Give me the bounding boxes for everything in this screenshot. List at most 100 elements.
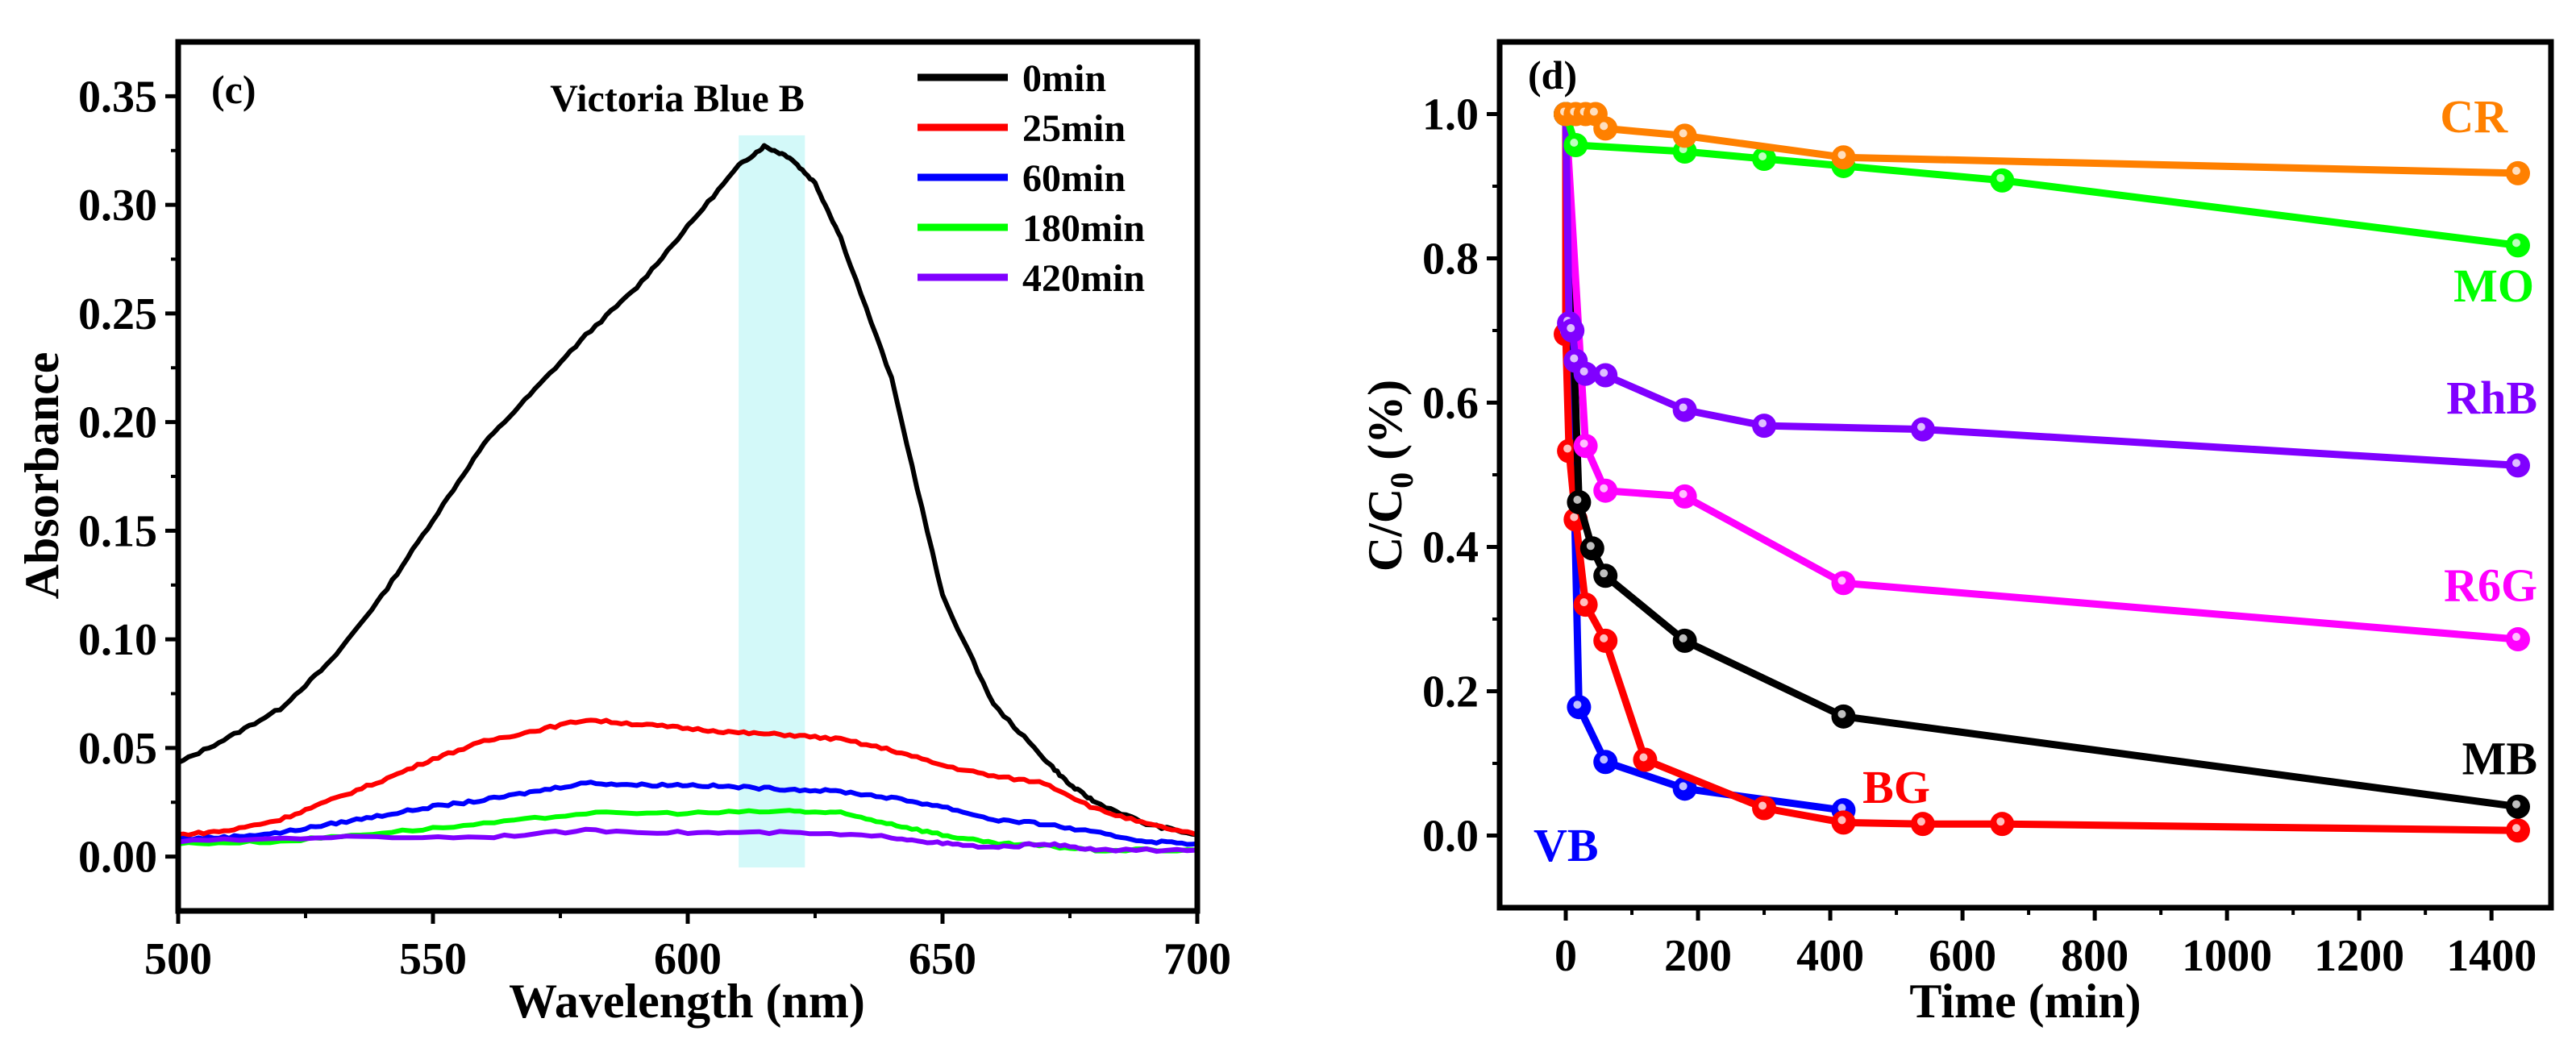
x-tick-label: 600	[1929, 931, 1996, 981]
series-line-VB	[1562, 114, 1845, 814]
panel-c-title: Victoria Blue B	[550, 77, 805, 120]
data-point-highlight	[1600, 484, 1608, 493]
data-point-highlight	[1586, 542, 1595, 551]
ylabel-sub: 0	[1384, 472, 1420, 489]
x-tick-label: 400	[1796, 931, 1864, 981]
data-point-highlight	[2511, 166, 2520, 175]
data-point-highlight	[1837, 709, 1846, 718]
series-label-R6G: R6G	[2444, 559, 2537, 612]
data-point-highlight	[2511, 239, 2520, 247]
legend-label-180min: 180min	[1022, 207, 1145, 250]
series-line-MO	[1562, 113, 2519, 249]
x-tick-label: 600	[654, 934, 722, 984]
panel-c-ylabel: Absorbance	[15, 352, 69, 600]
data-point-highlight	[1639, 753, 1648, 762]
y-tick-label: 0.35	[78, 72, 157, 122]
data-point-highlight	[1563, 444, 1572, 453]
data-point-highlight	[1758, 152, 1767, 160]
x-tick-label: 0	[1554, 931, 1577, 981]
highlight-band	[739, 135, 805, 868]
data-point-highlight	[1570, 354, 1579, 363]
data-point-highlight	[1600, 569, 1608, 578]
x-tick-label: 200	[1664, 931, 1732, 981]
legend-label-420min: 420min	[1022, 257, 1145, 300]
data-point-highlight	[1837, 816, 1846, 825]
series-label-MB: MB	[2462, 732, 2537, 784]
data-point-highlight	[1570, 513, 1579, 522]
x-tick-label: 800	[2061, 931, 2129, 981]
data-point-highlight	[1837, 151, 1846, 160]
y-tick-label: 0.15	[78, 506, 157, 556]
data-point-highlight	[1579, 439, 1588, 448]
x-tick-label: 700	[1163, 934, 1231, 984]
series-line-25min	[177, 717, 1199, 838]
x-tick-label: 1400	[2446, 931, 2536, 981]
x-tick-label: 550	[399, 934, 467, 984]
ylabel-suffix: (%)	[1359, 380, 1412, 472]
data-point-highlight	[1679, 129, 1688, 138]
data-point-highlight	[1996, 173, 2005, 182]
y-tick-label: 0.00	[78, 833, 157, 883]
data-point-highlight	[1573, 496, 1582, 505]
data-point-highlight	[1570, 138, 1579, 147]
data-point-highlight	[1567, 324, 1575, 332]
data-point-highlight	[1579, 367, 1588, 376]
data-point-highlight	[1600, 634, 1608, 642]
data-point-highlight	[1600, 755, 1608, 764]
y-tick-label: 0.8	[1422, 235, 1479, 285]
y-tick-label: 0.25	[78, 289, 157, 339]
y-tick-label: 0.6	[1422, 379, 1479, 429]
data-point-highlight	[1758, 419, 1767, 428]
panel-d-label: (d)	[1528, 52, 1577, 98]
data-point-highlight	[2511, 800, 2520, 809]
series-label-MO: MO	[2453, 260, 2534, 312]
ylabel-main: C/C	[1359, 489, 1412, 572]
data-point-highlight	[1679, 403, 1688, 412]
series-line-60min	[177, 780, 1198, 847]
panel-c-xlabel: Wavelength (nm)	[509, 975, 865, 1028]
x-tick-label: 650	[909, 934, 976, 984]
y-tick-label: 0.10	[78, 615, 157, 665]
series-label-RhB: RhB	[2446, 372, 2537, 424]
series-line-R6G	[1562, 114, 2519, 643]
y-tick-label: 0.30	[78, 181, 157, 231]
y-tick-label: 0.2	[1422, 667, 1479, 717]
plot-frame	[175, 39, 1201, 914]
panel-c-absorbance-chart: (c) Victoria Blue B Wavelength (nm) Abso…	[15, 39, 1231, 1028]
data-point-highlight	[1837, 804, 1846, 813]
data-point-highlight	[1600, 122, 1608, 131]
y-tick-label: 0.4	[1422, 523, 1479, 573]
y-tick-label: 0.05	[78, 724, 157, 774]
data-point-highlight	[2511, 633, 2520, 642]
y-tick-label: 1.0	[1422, 90, 1479, 140]
x-tick-label: 1200	[2314, 931, 2404, 981]
series-line-BG	[1562, 114, 2519, 834]
series-line-420min	[177, 826, 1198, 854]
data-point-highlight	[1916, 817, 1925, 826]
data-point-highlight	[1579, 598, 1588, 607]
x-tick-label: 500	[144, 934, 212, 984]
legend-label-25min: 25min	[1022, 107, 1126, 150]
panel-d-xlabel: Time (min)	[1909, 975, 2141, 1028]
series-line-0min	[177, 143, 1198, 838]
data-point-highlight	[1837, 576, 1846, 585]
data-point-highlight	[1679, 782, 1688, 791]
data-point-highlight	[1679, 634, 1688, 642]
data-point-highlight	[1589, 107, 1598, 116]
legend-label-0min: 0min	[1022, 57, 1106, 100]
y-tick-label: 0.0	[1422, 812, 1479, 862]
series-label-VB: VB	[1534, 819, 1599, 871]
panel-c-label: (c)	[211, 67, 256, 112]
panel-d-degradation-chart: (d) Time (min) C/C0 (%) 0 200 400 600 800 100…	[1359, 39, 2554, 1028]
x-tick-label: 1000	[2182, 931, 2272, 981]
series-label-BG: BG	[1862, 761, 1930, 813]
data-point-highlight	[1600, 368, 1608, 377]
data-point-highlight	[1996, 817, 2005, 826]
panel-d-ylabel: C/C0 (%)	[1359, 380, 1420, 572]
y-tick-label: 0.20	[78, 398, 157, 448]
data-point-highlight	[1679, 489, 1688, 498]
data-point-highlight	[1573, 701, 1582, 709]
data-point-highlight	[1758, 801, 1767, 810]
data-point-highlight	[2511, 824, 2520, 833]
